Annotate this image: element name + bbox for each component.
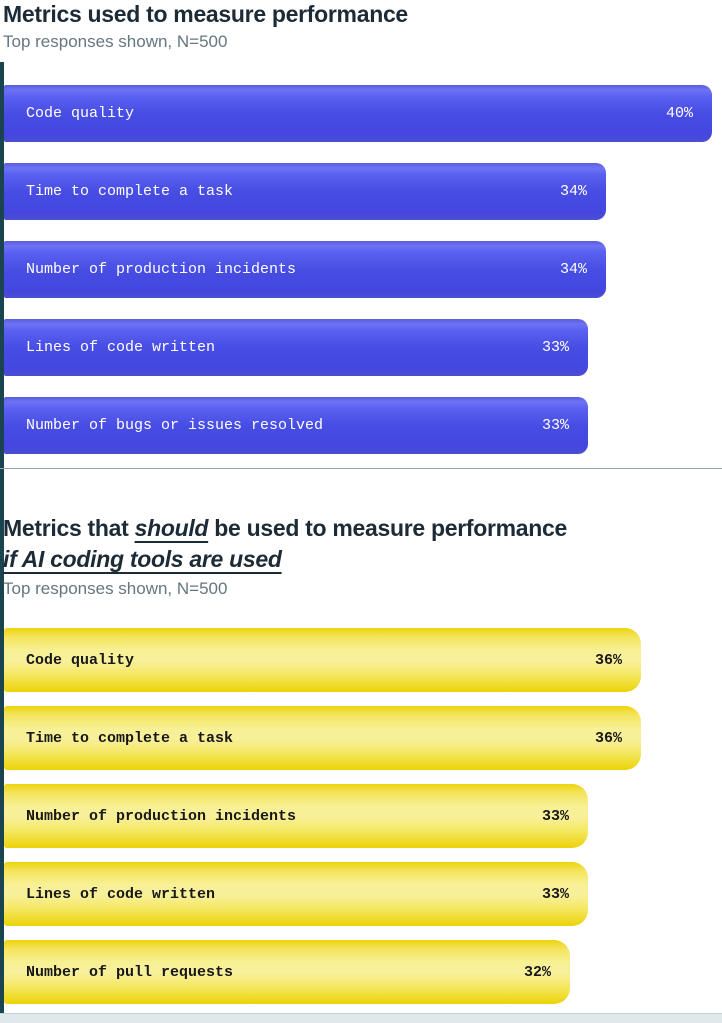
bar-label: Time to complete a task [26,729,234,747]
chart2-title-part2: be used to measure performance [208,515,567,541]
bar-row: Lines of code written 33% [4,319,722,376]
bar-value: 33% [541,339,569,356]
bar-row: Number of bugs or issues resolved 33% [4,397,722,454]
section-divider [0,468,722,469]
bar-label: Time to complete a task [26,183,234,200]
bar-number-of-pull-requests: Number of pull requests 32% [4,940,570,1004]
bar-row: Code quality 40% [4,85,722,142]
bar-row: Time to complete a task 36% [4,706,722,770]
chart2-title: Metrics that should be used to measure p… [3,513,567,575]
chart2-title-emphasis: should [134,515,209,541]
bar-number-of-production-incidents: Number of production incidents 33% [4,784,588,848]
chart1-title: Metrics used to measure performance [3,1,408,27]
bar-row: Code quality 36% [4,628,722,692]
chart2-subtitle: Top responses shown, N=500 [3,579,228,598]
bar-time-to-complete-a-task: Time to complete a task 34% [4,163,606,220]
chart2-title-line2: if AI coding tools are used [3,546,282,572]
bar-label: Code quality [26,105,135,122]
bar-row: Time to complete a task 34% [4,163,722,220]
bar-row: Number of production incidents 34% [4,241,722,298]
metrics-should-bar-chart: Code quality 36% Time to complete a task 36… [0,628,722,1018]
metrics-used-bar-chart: Code quality 40% Time to complete a task 34… [0,85,722,475]
bar-label: Number of bugs or issues resolved [26,417,324,434]
bottom-edge-strip [0,1013,722,1023]
bar-value: 33% [541,417,569,434]
bar-code-quality: Code quality 40% [4,85,712,142]
bar-label: Code quality [26,651,135,669]
bar-label: Number of production incidents [26,807,297,825]
bar-label: Number of pull requests [26,963,234,981]
chart1-subtitle: Top responses shown, N=500 [3,32,228,51]
bar-value: 36% [594,729,622,747]
bar-number-of-production-incidents: Number of production incidents 34% [4,241,606,298]
bar-value: 32% [523,963,551,981]
bar-value: 34% [559,261,587,278]
bar-value: 40% [665,105,693,122]
bar-number-of-bugs-or-issues-resolved: Number of bugs or issues resolved 33% [4,397,588,454]
left-edge-strip [0,62,4,1015]
bar-row: Number of production incidents 33% [4,784,722,848]
bar-label: Number of production incidents [26,261,297,278]
bar-label: Lines of code written [26,339,216,356]
bar-value: 33% [541,807,569,825]
bar-value: 34% [559,183,587,200]
bar-value: 36% [594,651,622,669]
bar-value: 33% [541,885,569,903]
bar-label: Lines of code written [26,885,216,903]
bar-row: Number of pull requests 32% [4,940,722,1004]
chart2-title-part1: Metrics that [3,515,135,541]
bar-code-quality: Code quality 36% [4,628,641,692]
bar-time-to-complete-a-task: Time to complete a task 36% [4,706,641,770]
bar-lines-of-code-written: Lines of code written 33% [4,862,588,926]
bar-lines-of-code-written: Lines of code written 33% [4,319,588,376]
bar-row: Lines of code written 33% [4,862,722,926]
